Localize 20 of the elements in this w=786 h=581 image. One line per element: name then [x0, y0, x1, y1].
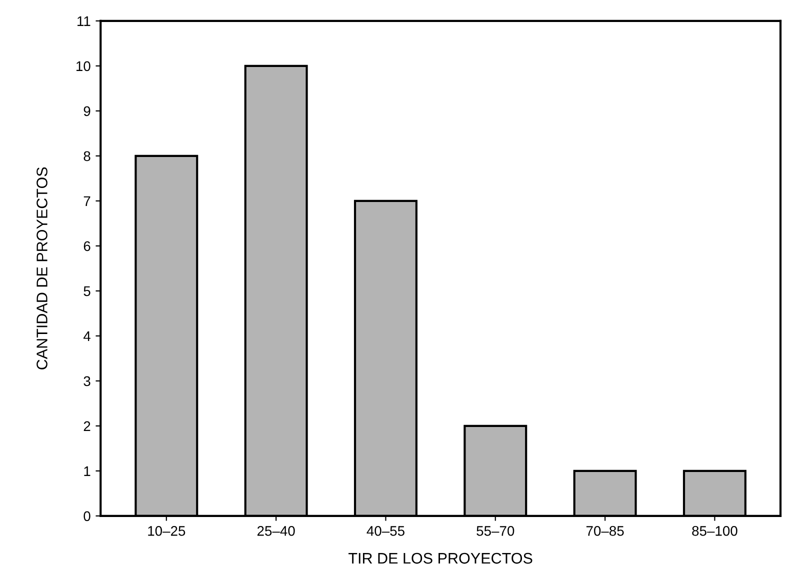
y-tick-label: 3	[84, 376, 90, 386]
y-tick-label: 10	[76, 61, 90, 72]
x-axis-title: TIR DE LOS PROYECTOS	[348, 552, 532, 564]
x-tick-label: 55–70	[476, 526, 514, 536]
y-tick-label: 1	[84, 466, 90, 476]
y-tick-label: 8	[84, 151, 90, 162]
x-tick-label: 40–55	[366, 526, 404, 536]
y-tick-label: 4	[83, 331, 90, 341]
y-tick-label: 7	[84, 196, 90, 206]
x-tick-label: 70–85	[586, 526, 624, 536]
y-tick-label: 6	[84, 241, 90, 252]
y-tick-label: 9	[84, 106, 90, 116]
y-tick-label: 11	[78, 16, 90, 26]
x-tick-label: 10–25	[148, 526, 186, 536]
y-tick-label: 0	[84, 511, 90, 522]
y-tick-label: 2	[84, 421, 90, 431]
x-tick-label: 25–40	[257, 526, 295, 536]
y-tick-label: 5	[84, 286, 90, 296]
x-tick-label: 85–100	[692, 526, 738, 536]
y-axis-title: CANTIDAD DE PROYECTOS	[36, 167, 48, 370]
